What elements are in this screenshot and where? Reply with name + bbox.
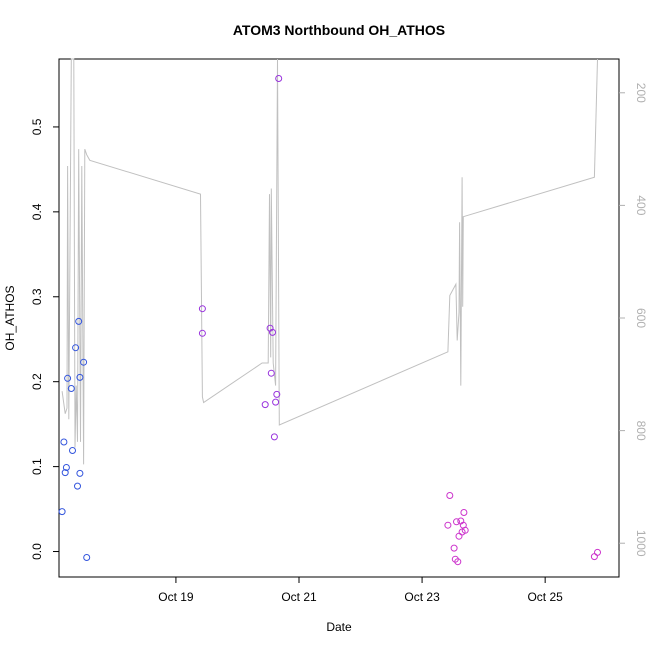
data-point-35	[461, 526, 469, 534]
data-point-20	[270, 433, 278, 441]
data-point-2	[61, 469, 69, 477]
data-point-14	[198, 305, 206, 313]
x-axis: Oct 19 Oct 21 Oct 23 Oct 25	[158, 577, 563, 604]
data-point-12	[80, 358, 88, 366]
y-tick-label-3: 0.3	[30, 288, 44, 305]
x-tick-label-0: Oct 19	[158, 590, 194, 604]
y-tick-label-5: 0.5	[30, 118, 44, 135]
x-axis-label: Date	[326, 620, 352, 634]
plot-frame	[58, 58, 620, 578]
data-point-4	[64, 374, 72, 382]
data-point-34	[460, 509, 468, 516]
right-tick-label-2: 600	[634, 308, 648, 328]
data-point-16	[261, 401, 269, 409]
data-point-18	[267, 369, 275, 377]
x-tick-label-3: Oct 25	[527, 590, 563, 604]
data-point-8	[74, 482, 81, 490]
data-point-19	[269, 328, 276, 336]
data-point-25	[444, 521, 452, 529]
points-layer	[58, 75, 601, 566]
y-tick-label-4: 0.4	[30, 203, 44, 220]
y-tick-label-0: 0.0	[30, 543, 44, 560]
data-point-21	[272, 398, 280, 406]
data-point-30	[455, 532, 463, 540]
data-point-26	[450, 544, 458, 552]
right-tick-label-1: 400	[634, 195, 648, 215]
data-point-6	[69, 447, 76, 454]
x-tick-label-1: Oct 21	[281, 590, 317, 604]
data-point-36	[590, 553, 598, 561]
pressure-line-layer	[61, 58, 598, 465]
x-tick-label-2: Oct 23	[404, 590, 440, 604]
data-point-29	[454, 558, 462, 566]
right-tick-label-4: 1000	[634, 530, 648, 557]
data-point-10	[76, 373, 84, 381]
chart-title: ATOM3 Northbound OH_ATHOS	[233, 22, 445, 38]
data-point-0	[58, 508, 66, 516]
data-point-11	[76, 469, 84, 477]
right-tick-label-0: 200	[634, 83, 648, 103]
data-point-3	[62, 464, 70, 471]
data-point-23	[275, 75, 283, 82]
y-axis-label: OH_ATHOS	[3, 285, 17, 350]
data-point-5	[67, 385, 75, 392]
y-tick-label-1: 0.1	[30, 458, 44, 475]
pressure-series-line	[61, 58, 598, 465]
y-tick-label-2: 0.2	[30, 373, 44, 390]
data-point-7	[72, 344, 80, 352]
right-axis: 200 400 600 800 1000	[619, 83, 648, 557]
data-point-28	[453, 518, 460, 526]
data-point-15	[198, 329, 206, 337]
right-tick-label-3: 800	[634, 421, 648, 441]
y-axis: 0.0 0.1 0.2 0.3 0.4 0.5	[30, 118, 59, 560]
data-point-9	[75, 317, 83, 325]
data-point-24	[446, 492, 454, 499]
data-point-22	[273, 390, 281, 398]
data-point-1	[60, 438, 68, 446]
data-point-37	[594, 548, 601, 556]
data-point-13	[83, 554, 91, 561]
